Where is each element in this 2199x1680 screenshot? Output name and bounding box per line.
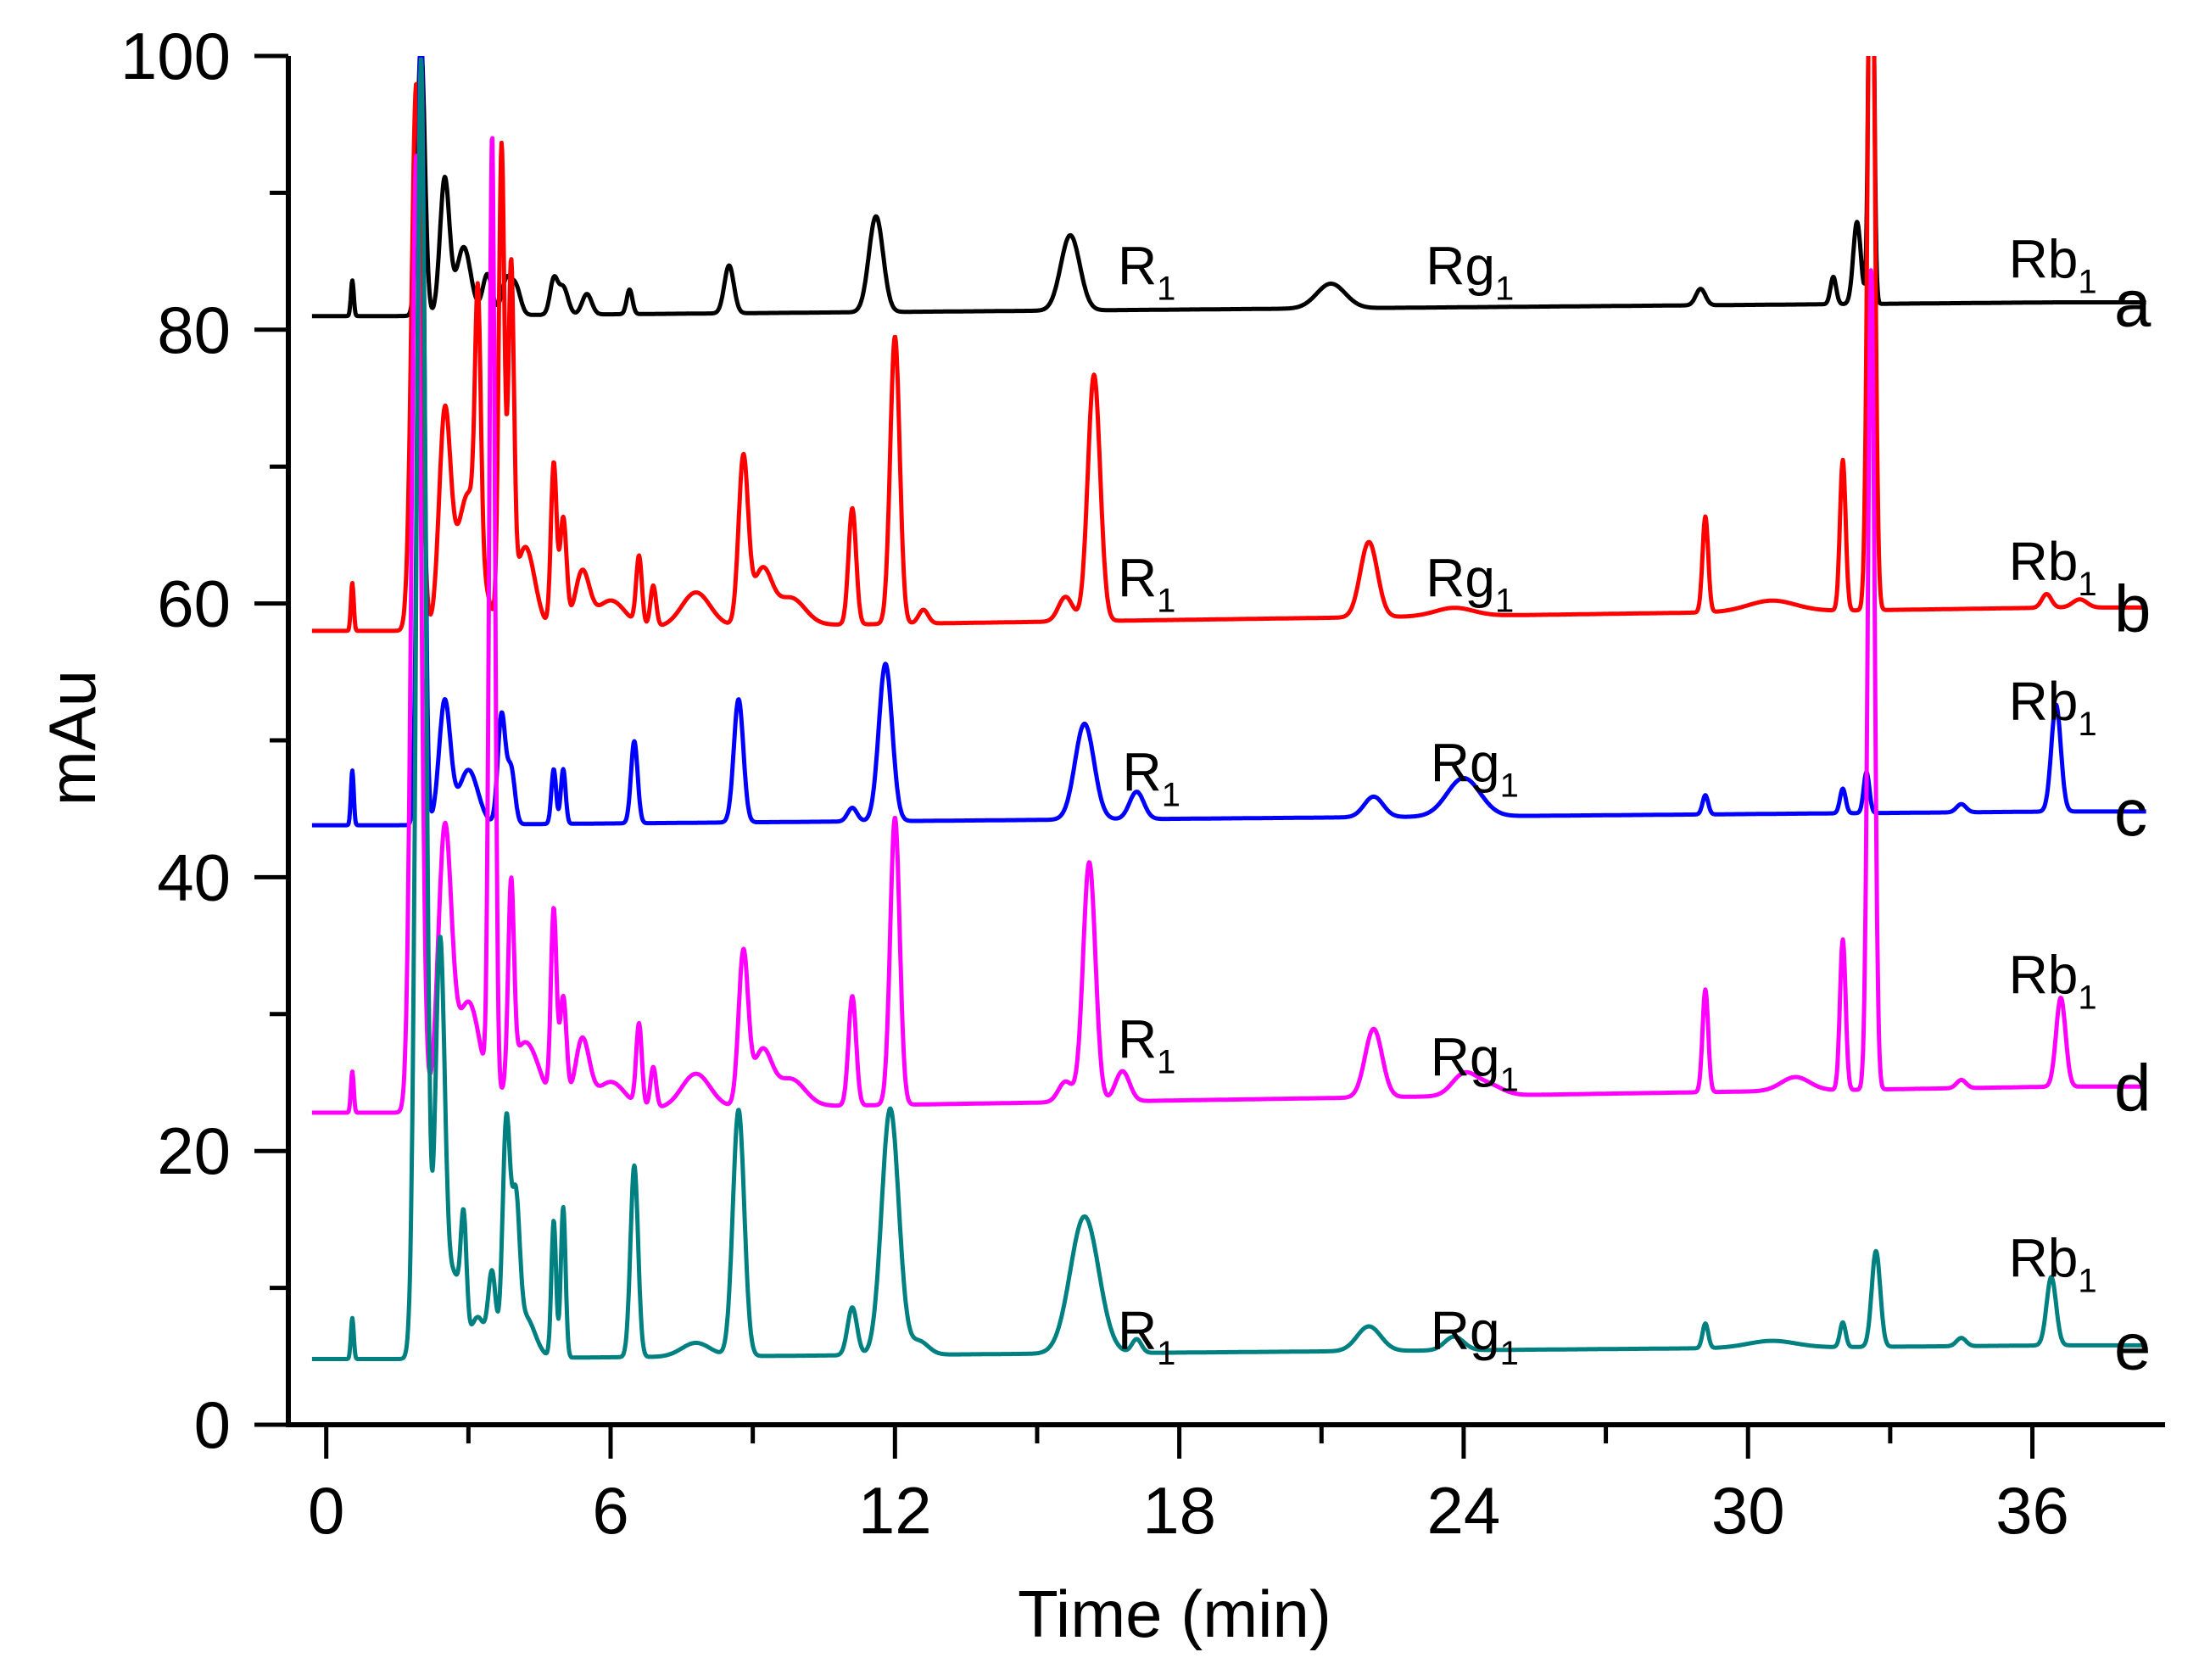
peak-label-Rb1-b: Rb1 [2009,531,2097,603]
y-tick-label: 100 [120,19,231,93]
peak-label-Rg1-e: Rg1 [1431,1300,1519,1372]
x-tick-label: 36 [1995,1473,2069,1548]
x-axis-title: Time (min) [1018,1577,1331,1651]
y-tick-label: 0 [194,1387,231,1462]
series-e-line [310,57,2148,1361]
peak-label-R1-a: R1 [1118,236,1175,308]
series-b-line [310,56,2148,633]
peak-label-Rg1-c: Rg1 [1431,732,1519,804]
series-c-line [310,56,2148,828]
y-tick-label: 20 [157,1113,231,1188]
peak-label-Rg1-a: Rg1 [1426,236,1514,308]
peak-label-Rg1-d: Rg1 [1431,1026,1519,1098]
y-tick-label: 40 [157,840,231,914]
series-label-e: e [2114,1309,2151,1383]
axis-ticks [254,53,2035,1459]
peak-label-R1-d: R1 [1118,1008,1175,1080]
y-tick-label: 60 [157,567,231,641]
x-tick-label: 12 [858,1473,932,1548]
y-tick-label: 80 [157,293,231,367]
x-tick-label: 6 [592,1473,628,1548]
series-label-a: a [2114,266,2152,341]
x-tick-label: 24 [1427,1473,1501,1548]
x-tick-label: 0 [308,1473,344,1548]
series-lines [310,56,2148,1361]
series-d-line [310,136,2148,1115]
series-label-d: d [2114,1050,2151,1125]
peak-label-R1-b: R1 [1118,548,1175,620]
series-labels: a b c d e [2114,266,2152,1384]
axis-tick-labels: 0 6 12 18 24 30 36 0 20 40 60 80 100 [120,19,2069,1548]
series-label-b: b [2114,571,2151,645]
x-tick-label: 30 [1711,1473,1785,1548]
axes [286,56,2165,1427]
x-tick-label: 18 [1142,1473,1216,1548]
y-axis-title: mAu [35,670,109,806]
peak-label-Rb1-a: Rb1 [2009,228,2097,300]
series-label-c: c [2114,775,2147,850]
peak-label-Rb1-d: Rb1 [2009,945,2097,1017]
series-a-line [310,56,2148,319]
peak-label-R1-e: R1 [1118,1300,1175,1372]
